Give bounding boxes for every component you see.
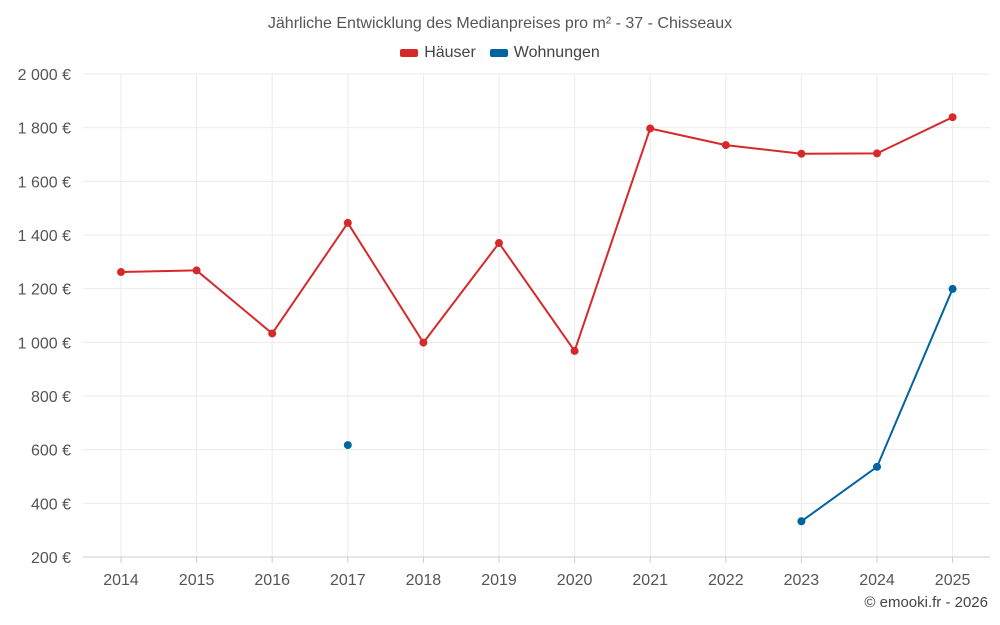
data-point-haeuser — [419, 338, 428, 347]
y-tick-label: 2 000 € — [18, 67, 71, 84]
data-point-haeuser — [570, 346, 579, 355]
legend-label-wohnungen: Wohnungen — [513, 44, 600, 61]
y-tick-label: 600 € — [31, 443, 71, 460]
data-point-haeuser — [721, 141, 730, 150]
x-tick-label: 2015 — [179, 572, 215, 589]
legend-item-haeuser[interactable]: Häuser — [400, 44, 476, 62]
x-tick-label: 2018 — [406, 572, 442, 589]
data-point-wohnungen — [873, 462, 881, 471]
legend: Häuser Wohnungen — [0, 44, 1000, 62]
data-point-haeuser — [268, 329, 277, 338]
data-point-haeuser — [343, 218, 352, 227]
y-tick-label: 1 600 € — [18, 174, 71, 191]
legend-swatch-wohnungen — [489, 49, 508, 57]
data-point-wohnungen — [948, 284, 957, 293]
data-point-haeuser — [192, 266, 201, 275]
data-point-haeuser — [117, 268, 125, 277]
x-tick-label: 2020 — [557, 572, 593, 589]
y-tick-label: 1 400 € — [18, 228, 71, 245]
data-point-wohnungen — [343, 441, 352, 450]
series-line-haeuser — [120, 116, 954, 352]
data-point-haeuser — [797, 149, 806, 158]
y-tick-label: 200 € — [31, 550, 71, 567]
chart-title: Jährliche Entwicklung des Medianpreises … — [267, 15, 733, 32]
data-point-haeuser — [948, 113, 957, 122]
legend-swatch-haeuser — [400, 49, 419, 57]
x-tick-label: 2024 — [859, 572, 895, 589]
legend-label-haeuser: Häuser — [424, 44, 476, 61]
x-tick-label: 2017 — [330, 572, 366, 589]
x-tick-label: 2023 — [784, 572, 820, 589]
y-tick-label: 1 200 € — [18, 282, 71, 299]
legend-item-wohnungen[interactable]: Wohnungen — [489, 44, 600, 62]
y-tick-label: 1 000 € — [18, 335, 71, 352]
y-tick-label: 800 € — [31, 389, 71, 406]
x-tick-label: 2022 — [708, 572, 744, 589]
data-point-haeuser — [873, 149, 881, 158]
y-tick-label: 400 € — [31, 496, 71, 513]
credit-text: © emooki.fr - 2026 — [864, 594, 988, 611]
x-tick-label: 2025 — [935, 572, 971, 589]
x-tick-label: 2016 — [254, 572, 290, 589]
x-tick-label: 2014 — [103, 572, 139, 589]
data-point-wohnungen — [797, 517, 806, 526]
x-tick-label: 2021 — [632, 572, 668, 589]
y-tick-label: 1 800 € — [18, 121, 71, 138]
data-point-haeuser — [495, 239, 503, 248]
data-point-haeuser — [646, 124, 655, 133]
x-tick-label: 2019 — [481, 572, 517, 589]
